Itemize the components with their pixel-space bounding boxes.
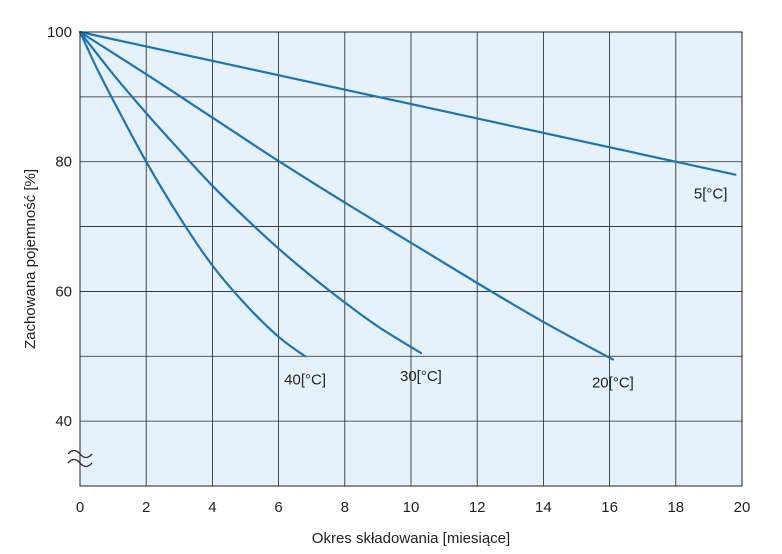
y-tick-labels: 40 60 80 100 [47,24,72,430]
series-label-30c: 30[°C] [400,368,442,385]
y-tick-label: 40 [55,413,72,430]
series-line-30c [78,30,422,355]
axis-break-wave [67,458,93,468]
x-tick-label: 10 [403,499,420,516]
plot-border [79,31,743,487]
series-lines [78,30,737,361]
y-axis-title: Zachowana pojemność [%] [22,169,39,349]
series-line-5c [78,30,737,176]
x-tick-label: 12 [469,499,486,516]
x-tick-label: 4 [208,499,216,516]
series-label-20c: 20[°C] [592,375,634,392]
axis-break-icon [67,449,93,468]
series-line-40c [78,30,307,358]
grid [80,32,742,486]
x-tick-label: 0 [76,499,84,516]
y-tick-label: 100 [47,24,72,41]
x-tick-label: 14 [535,499,552,516]
x-tick-label: 8 [341,499,349,516]
series-label-5c: 5[°C] [694,186,728,203]
x-axis-title: Okres składowania [miesiące] [312,530,510,547]
x-tick-labels: 0 2 4 6 8 10 12 14 16 18 20 [76,499,751,516]
series-line-20c [78,30,614,361]
x-tick-label: 16 [601,499,618,516]
series-label-40c: 40[°C] [284,371,326,388]
x-tick-label: 18 [667,499,684,516]
x-tick-label: 2 [142,499,150,516]
x-tick-label: 20 [734,499,751,516]
y-tick-label: 60 [55,283,72,300]
y-tick-label: 80 [55,154,72,171]
x-tick-label: 6 [274,499,282,516]
series-labels: 5[°C] 20[°C] 30[°C] 40[°C] [284,186,727,392]
axis-break-wave [67,449,93,459]
